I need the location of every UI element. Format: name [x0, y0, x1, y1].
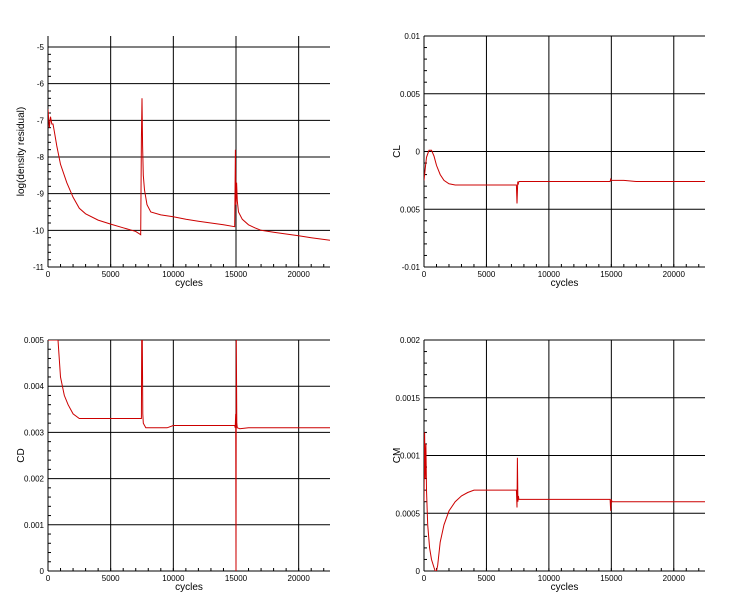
x-tick-label: 15000	[225, 270, 248, 279]
x-tick-label: 10000	[162, 574, 185, 583]
y-tick-label: 0	[416, 567, 421, 576]
y-tick-label: -11	[33, 263, 45, 272]
y-tick-label: 0.002	[24, 475, 45, 484]
x-tick-label: 0	[46, 270, 51, 279]
chart-panel-1: -11 -10 -9 -8 -7 -6 -5 0 5000 10000 15000 20000 cycl…	[16, 36, 330, 289]
x-tick-label: 10000	[538, 574, 561, 583]
y-tick-label: -0.01	[402, 263, 421, 272]
y-tick-label: 0.001	[400, 452, 421, 461]
x-tick-label: 15000	[600, 574, 623, 583]
y-tick-label: 0.01	[404, 32, 420, 41]
y-tick-label: -9	[37, 190, 45, 199]
chart-panel-2: -0.01 0.005 0 0.005 0.01 0 5000 10000 15000 20000…	[392, 32, 705, 289]
series-line-1	[48, 340, 330, 571]
y-tick-label: -5	[37, 43, 45, 52]
series-line-1	[424, 432, 705, 571]
y-tick-label: 0.001	[24, 521, 45, 530]
x-axis-title: cycles	[551, 582, 579, 593]
y-axis-title: CM	[392, 448, 403, 464]
y-axis-title: CD	[16, 448, 27, 462]
x-tick-label: 5000	[478, 574, 496, 583]
x-tick-label: 15000	[225, 574, 248, 583]
series-line-1	[424, 149, 705, 204]
y-tick-label: 0.005	[400, 90, 421, 99]
y-tick-label: -10	[32, 226, 44, 235]
chart-panel-3: 0 0.001 0.002 0.003 0.004 0.005 0 5000 10000 1500…	[16, 336, 330, 593]
y-tick-label: -7	[37, 116, 45, 125]
y-tick-label: 0.0015	[396, 394, 421, 403]
y-tick-label: 0.0005	[396, 509, 421, 518]
y-tick-label: 0.004	[24, 382, 45, 391]
x-tick-label: 5000	[102, 574, 120, 583]
x-tick-label: 5000	[102, 270, 120, 279]
y-axis-title: CL	[392, 145, 403, 158]
y-tick-label: -8	[37, 153, 45, 162]
y-tick-label: 0	[416, 148, 421, 157]
x-tick-label: 10000	[162, 270, 185, 279]
x-tick-label: 10000	[538, 270, 561, 279]
y-tick-label: 0	[40, 567, 45, 576]
y-tick-label: 0.005	[24, 336, 45, 345]
x-axis-title: cycles	[175, 278, 203, 289]
x-tick-label: 5000	[478, 270, 496, 279]
x-axis-title: cycles	[551, 278, 579, 289]
x-tick-label: 20000	[663, 574, 686, 583]
x-axis-title: cycles	[175, 582, 203, 593]
series-line-1	[48, 98, 330, 241]
y-tick-label: 0.002	[400, 336, 421, 345]
y-axis-title: log(density residual)	[16, 107, 27, 197]
x-tick-label: 0	[422, 270, 427, 279]
x-tick-label: 15000	[600, 270, 623, 279]
y-tick-label: 0.005	[400, 205, 421, 214]
y-tick-label: -6	[37, 80, 45, 89]
x-tick-label: 20000	[663, 270, 686, 279]
x-tick-label: 20000	[288, 574, 311, 583]
x-tick-label: 0	[46, 574, 51, 583]
x-tick-label: 0	[422, 574, 427, 583]
chart-panel-4: 0 0.0005 0.001 0.0015 0.002 0 5000 10000 15000 20…	[392, 336, 705, 593]
x-tick-label: 20000	[288, 270, 311, 279]
y-tick-label: 0.003	[24, 428, 45, 437]
